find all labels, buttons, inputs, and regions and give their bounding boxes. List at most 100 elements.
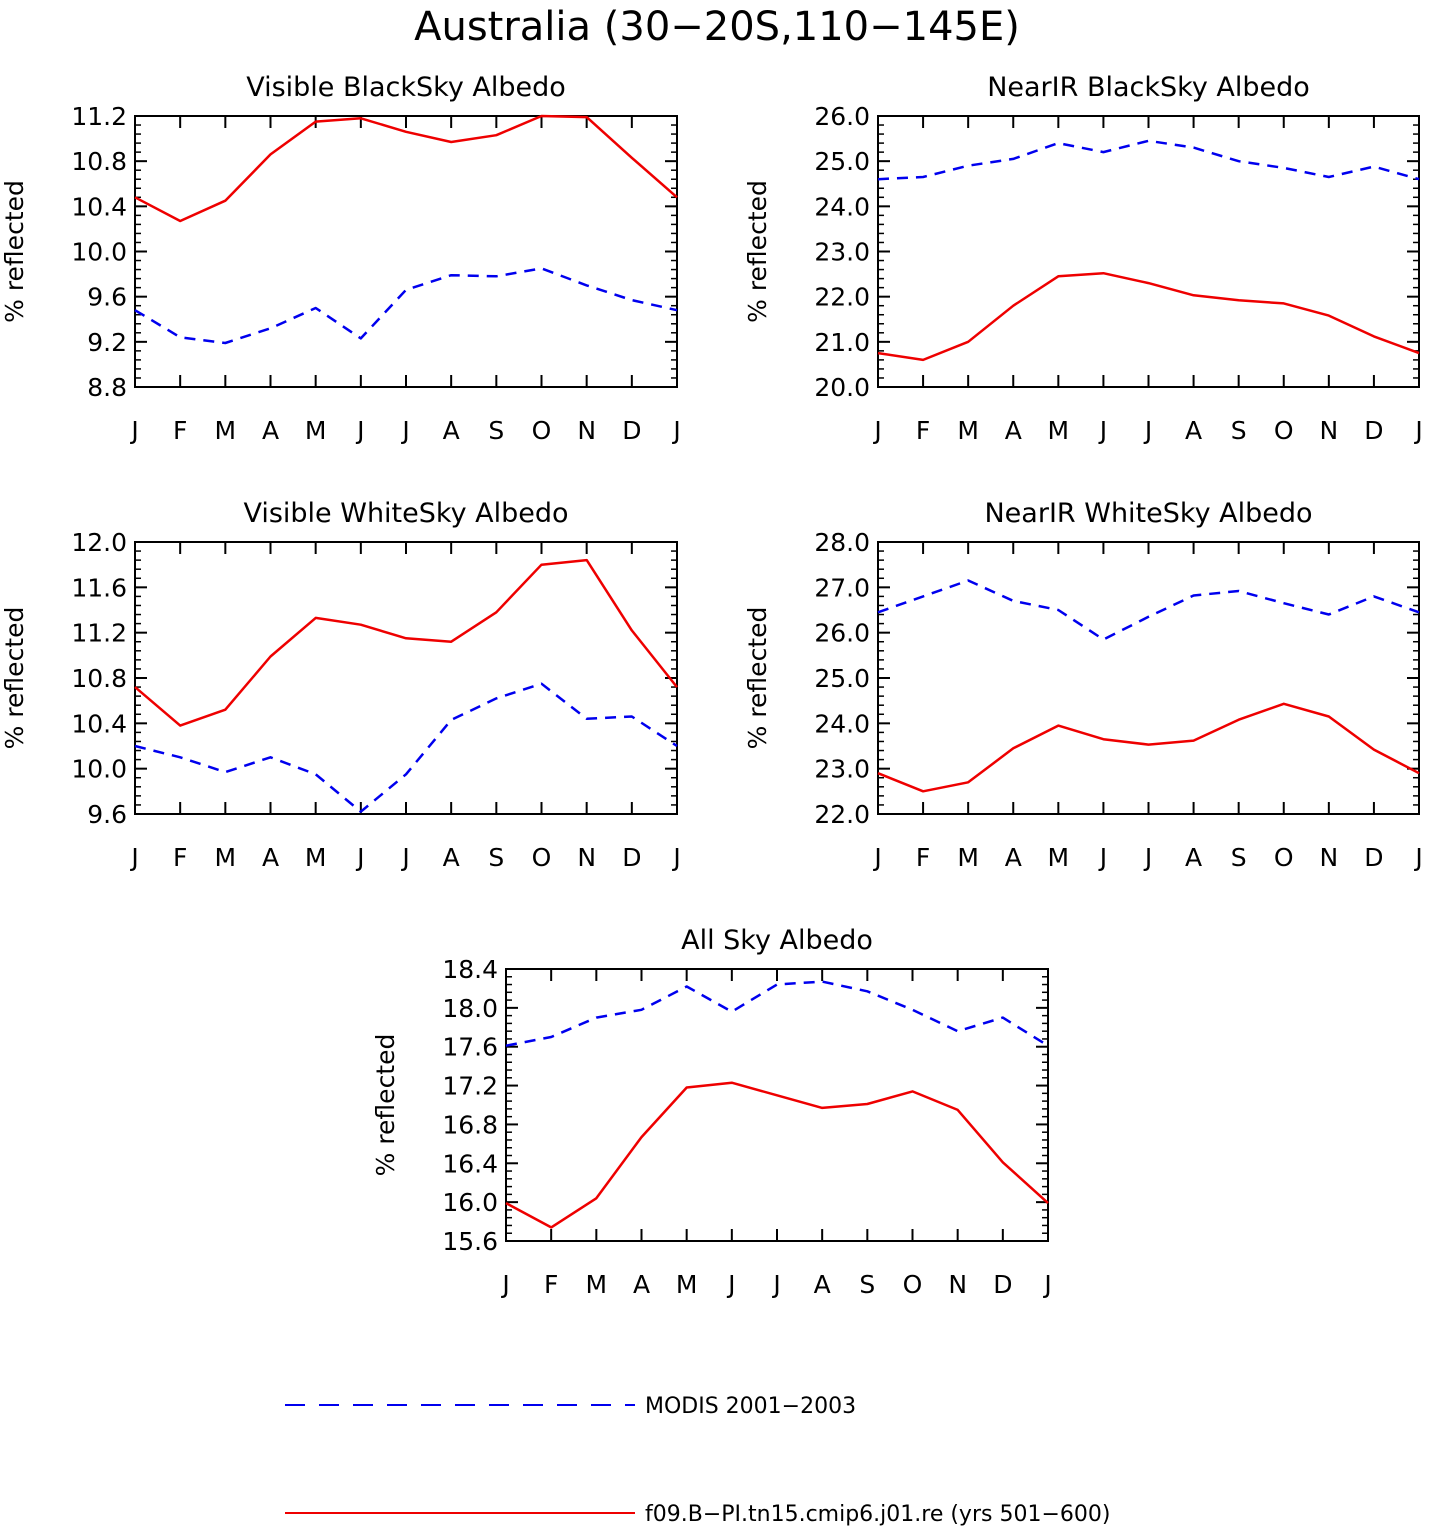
- y-tick-label: 22.0: [814, 283, 870, 312]
- x-tick-label: M: [957, 843, 979, 872]
- x-tick-label: O: [1274, 843, 1294, 872]
- x-tick-label: M: [215, 843, 237, 872]
- y-tick-label: 8.8: [87, 373, 127, 402]
- y-tick-label: 10.0: [71, 238, 127, 267]
- series-line-model: [877, 271, 1420, 362]
- y-tick-label: 24.0: [814, 192, 870, 221]
- x-tick-label: N: [1319, 843, 1338, 872]
- x-tick-label: A: [633, 1270, 650, 1299]
- series-line-model: [134, 558, 678, 727]
- y-tick-label: 26.0: [814, 102, 870, 131]
- panel-title: All Sky Albedo: [681, 925, 873, 956]
- x-tick-label: A: [443, 843, 460, 872]
- y-axis-label: % reflected: [0, 607, 29, 750]
- y-tick-label: 21.0: [814, 328, 870, 357]
- legend-label-model: f09.B−PI.tn15.cmip6.j01.re (yrs 501−600): [645, 1502, 1110, 1527]
- y-tick-label: 11.6: [71, 573, 127, 602]
- y-tick-label: 10.4: [71, 192, 127, 221]
- panel-title: Visible WhiteSky Albedo: [243, 498, 568, 529]
- x-tick-label: S: [859, 1270, 875, 1299]
- y-tick-label: 25.0: [814, 664, 870, 693]
- x-tick-label: A: [262, 843, 279, 872]
- x-tick-label: A: [262, 416, 279, 445]
- y-tick-label: 24.0: [814, 709, 870, 738]
- y-tick-label: 9.6: [87, 800, 127, 829]
- x-tick-label: A: [443, 416, 460, 445]
- y-tick-label: 9.6: [87, 283, 127, 312]
- x-tick-label: F: [916, 843, 930, 872]
- x-tick-label: M: [215, 416, 237, 445]
- x-tick-label: J: [1098, 416, 1107, 445]
- y-tick-label: 28.0: [814, 528, 870, 557]
- y-tick-label: 10.4: [71, 709, 127, 738]
- x-tick-label: J: [1098, 843, 1107, 872]
- y-axis-label: % reflected: [743, 180, 772, 323]
- x-tick-label: J: [671, 416, 680, 445]
- x-tick-label: A: [1185, 843, 1202, 872]
- panel-title: Visible BlackSky Albedo: [246, 72, 566, 103]
- x-tick-label: J: [726, 1270, 735, 1299]
- x-tick-label: D: [1364, 416, 1383, 445]
- x-tick-label: J: [129, 416, 138, 445]
- x-tick-label: M: [586, 1270, 608, 1299]
- x-tick-label: J: [129, 843, 138, 872]
- x-tick-label: A: [1185, 416, 1202, 445]
- y-tick-label: 9.2: [87, 328, 127, 357]
- x-tick-label: S: [488, 843, 504, 872]
- x-tick-label: J: [1143, 843, 1152, 872]
- series-line-modis: [877, 139, 1420, 181]
- x-tick-label: J: [400, 416, 409, 445]
- x-tick-label: F: [173, 843, 187, 872]
- x-tick-label: M: [305, 843, 327, 872]
- x-tick-label: M: [1048, 416, 1070, 445]
- series-line-modis: [877, 579, 1420, 641]
- x-tick-label: D: [993, 1270, 1012, 1299]
- figure-title: Australia (30−20S,110−145E): [414, 4, 1020, 50]
- x-tick-label: D: [622, 843, 641, 872]
- x-tick-label: M: [305, 416, 327, 445]
- x-tick-label: J: [872, 843, 881, 872]
- x-tick-label: J: [355, 843, 364, 872]
- y-tick-label: 18.0: [442, 994, 498, 1023]
- x-tick-label: F: [173, 416, 187, 445]
- y-tick-label: 11.2: [71, 619, 127, 648]
- x-tick-label: A: [1005, 416, 1022, 445]
- y-tick-label: 17.6: [442, 1033, 498, 1062]
- panel-title: NearIR WhiteSky Albedo: [984, 498, 1312, 529]
- y-tick-label: 25.0: [814, 147, 870, 176]
- series-line-model: [505, 1081, 1049, 1229]
- y-axis-label: % reflected: [743, 607, 772, 750]
- x-tick-label: J: [1413, 416, 1422, 445]
- plot-frame: [134, 115, 678, 388]
- x-tick-label: N: [1319, 416, 1338, 445]
- x-tick-label: J: [400, 843, 409, 872]
- x-tick-label: O: [532, 416, 552, 445]
- y-tick-label: 16.0: [442, 1188, 498, 1217]
- x-tick-label: J: [355, 416, 364, 445]
- x-tick-label: M: [1048, 843, 1070, 872]
- x-tick-label: F: [916, 416, 930, 445]
- x-tick-label: O: [903, 1270, 923, 1299]
- y-tick-label: 22.0: [814, 800, 870, 829]
- y-tick-label: 18.4: [442, 955, 498, 984]
- y-tick-label: 17.2: [442, 1072, 498, 1101]
- series-line-modis: [505, 980, 1049, 1047]
- x-tick-label: J: [771, 1270, 780, 1299]
- y-axis-label: % reflected: [0, 180, 29, 323]
- x-tick-label: O: [532, 843, 552, 872]
- y-tick-label: 26.0: [814, 619, 870, 648]
- x-tick-label: N: [577, 416, 596, 445]
- x-tick-label: D: [622, 416, 641, 445]
- plot-frame: [505, 968, 1049, 1242]
- x-tick-label: J: [1042, 1270, 1051, 1299]
- y-tick-label: 16.4: [442, 1149, 498, 1178]
- x-tick-label: S: [1231, 843, 1247, 872]
- y-tick-label: 23.0: [814, 238, 870, 267]
- x-tick-label: N: [948, 1270, 967, 1299]
